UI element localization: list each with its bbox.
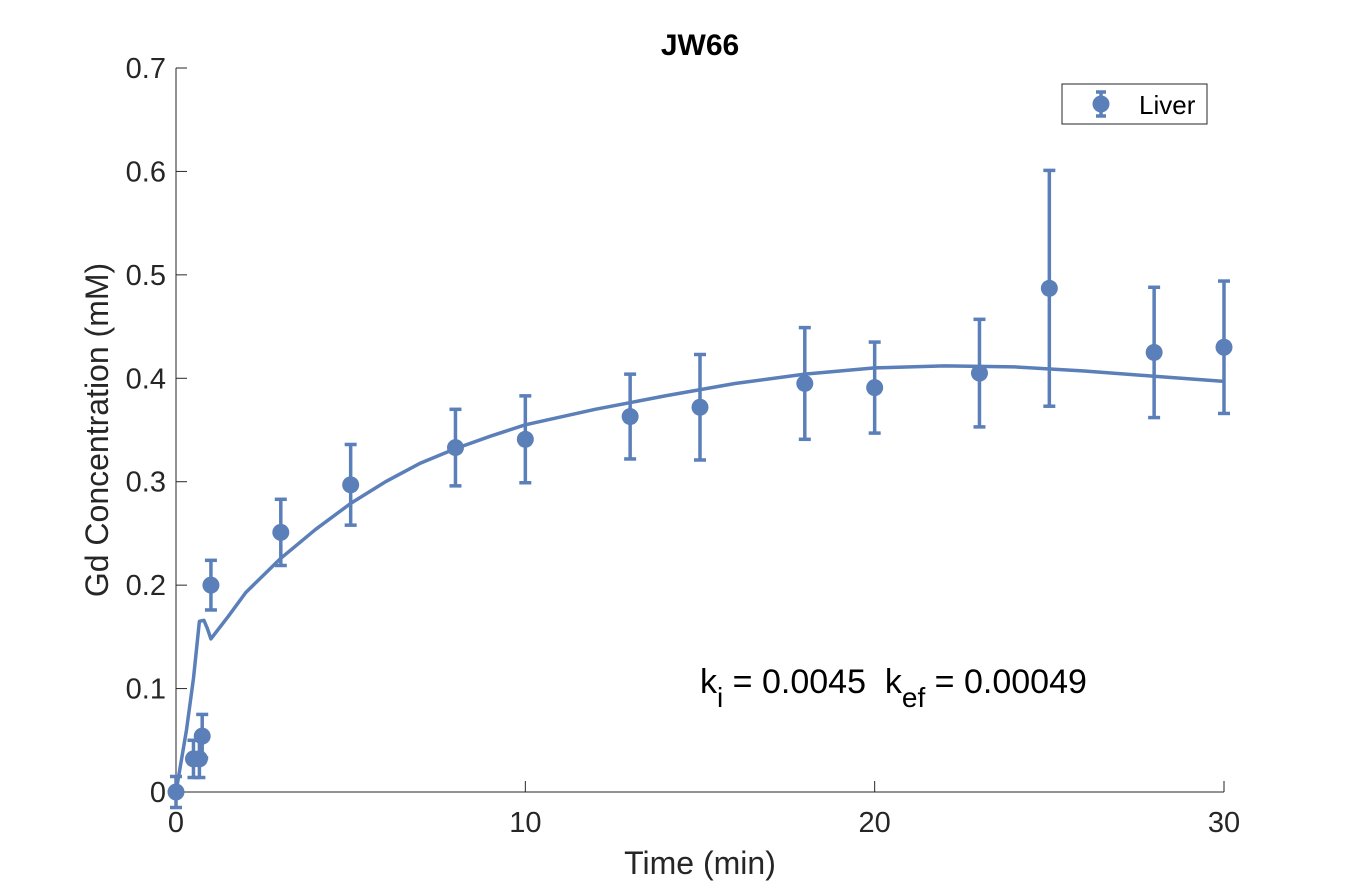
legend-marker — [1092, 90, 1110, 118]
axes: 0 10 20 30 0 0.1 0.2 0.3 0.4 0.5 0.6 0.7 — [126, 53, 1240, 839]
data-point-errorbar — [1040, 168, 1058, 408]
fit-parameters-annotation: ki = 0.0045 kef = 0.00049 — [700, 663, 1087, 713]
data-point-errorbar — [342, 442, 360, 527]
annotation-subscript: i — [717, 682, 723, 713]
data-point — [193, 727, 211, 745]
data-point — [691, 398, 709, 416]
data-point — [1215, 338, 1233, 356]
y-tick-label: 0.5 — [126, 260, 166, 292]
annotation-text: = 0.0045 k — [723, 663, 903, 701]
y-tick-label: 0.4 — [126, 363, 166, 395]
data-point-errorbar — [691, 352, 709, 462]
data-point-errorbar — [796, 325, 814, 442]
data-point — [516, 430, 534, 448]
data-point — [970, 364, 988, 382]
data-point-errorbar — [1215, 279, 1233, 416]
annotation-text: k — [700, 663, 718, 701]
legend-label: Liver — [1139, 90, 1196, 120]
legend: Liver — [1061, 83, 1208, 125]
data-point — [621, 408, 639, 426]
data-point — [446, 439, 464, 457]
data-point — [1040, 279, 1058, 297]
data-point-errorbar — [272, 497, 290, 568]
y-tick-label: 0.6 — [126, 156, 166, 188]
x-tick-label: 20 — [859, 807, 891, 839]
y-tick-label: 0.7 — [126, 53, 166, 85]
data-point — [342, 476, 360, 494]
plot-area — [167, 168, 1233, 810]
data-point-errorbar — [621, 372, 639, 461]
chart-title: JW66 — [661, 29, 739, 62]
data-point — [272, 523, 290, 541]
annotation-text: = 0.00049 — [925, 663, 1087, 701]
x-tick-label: 10 — [509, 807, 541, 839]
data-point — [167, 783, 185, 801]
data-point — [866, 379, 884, 397]
data-point-errorbar — [167, 774, 185, 810]
y-tick-label: 0.3 — [126, 467, 166, 499]
x-tick-label: 30 — [1208, 807, 1240, 839]
data-point-errorbar — [202, 558, 220, 612]
y-tick-label: 0.1 — [126, 674, 166, 706]
y-tick-label: 0.2 — [126, 570, 166, 602]
data-point-errorbar — [193, 712, 211, 760]
y-axis-label: Gd Concentration (mM) — [79, 263, 115, 597]
legend-point — [1092, 95, 1110, 113]
x-axis-label: Time (min) — [624, 845, 776, 881]
data-point — [796, 374, 814, 392]
data-point-errorbar — [516, 394, 534, 485]
x-tick-label: 0 — [168, 807, 184, 839]
annotation-subscript: ef — [902, 682, 926, 713]
data-point-errorbar — [970, 317, 988, 429]
data-point-errorbar — [1145, 285, 1163, 420]
data-point — [1145, 343, 1163, 361]
legend-box — [1061, 83, 1208, 125]
data-point-errorbar — [446, 407, 464, 488]
data-point-errorbar — [866, 340, 884, 435]
y-tick-label: 0 — [150, 777, 166, 809]
data-point — [202, 576, 220, 594]
fit-curve — [174, 364, 1225, 793]
